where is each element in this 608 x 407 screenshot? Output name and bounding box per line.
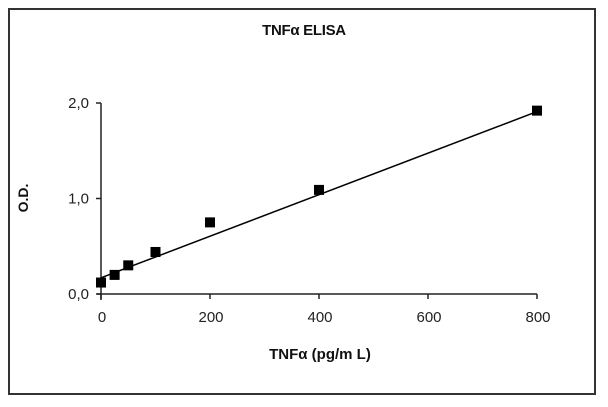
- chart-title: TNFα ELISA: [262, 22, 346, 39]
- data-point-marker: [205, 217, 215, 228]
- x-tick-label: 400: [307, 309, 332, 326]
- x-tick-label: 600: [416, 309, 441, 326]
- data-point-marker: [109, 269, 120, 280]
- x-tick-label: 0: [98, 309, 106, 326]
- data-point-marker: [314, 184, 324, 195]
- x-tick-label: 200: [198, 309, 223, 326]
- data-point-marker: [532, 105, 542, 116]
- x-axis-label: TNFα (pg/m L): [269, 346, 371, 363]
- x-tick-label: 800: [525, 309, 550, 326]
- data-point-marker: [96, 277, 106, 288]
- y-tick-label: 1,0: [68, 191, 89, 208]
- y-tick-label: 0,0: [68, 286, 89, 303]
- data-point-marker: [150, 246, 161, 257]
- data-point-marker: [123, 260, 134, 271]
- y-tick-label: 2,0: [68, 95, 89, 112]
